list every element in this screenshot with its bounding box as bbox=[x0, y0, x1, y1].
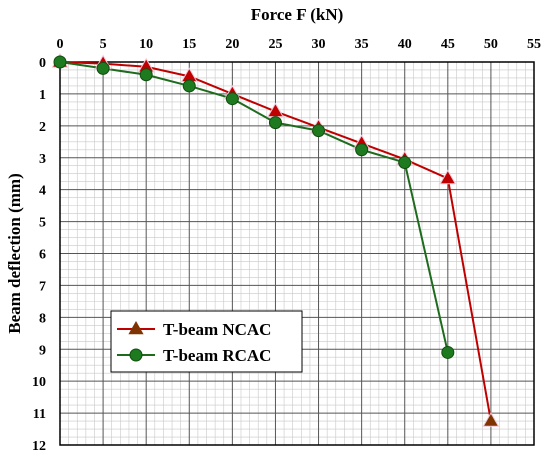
legend-marker-rcac bbox=[129, 348, 143, 362]
x-tick-label: 40 bbox=[398, 37, 412, 52]
rcac-point bbox=[268, 116, 282, 130]
y-tick-label: 11 bbox=[33, 407, 46, 422]
y-tick-label: 0 bbox=[39, 56, 46, 71]
x-axis-title: Force F (kN) bbox=[251, 5, 344, 24]
y-tick-label: 3 bbox=[39, 152, 46, 167]
rcac-point bbox=[96, 61, 110, 75]
legend-box bbox=[110, 310, 303, 373]
x-tick-label: 5 bbox=[100, 37, 107, 52]
y-tick-label: 7 bbox=[39, 279, 46, 294]
y-tick-label: 9 bbox=[39, 343, 46, 358]
ncac-point bbox=[482, 412, 500, 427]
y-tick-label: 4 bbox=[39, 184, 46, 199]
rcac-point bbox=[355, 143, 369, 157]
rcac-point bbox=[398, 156, 412, 170]
x-tick-label: 20 bbox=[225, 37, 239, 52]
y-tick-label: 1 bbox=[39, 88, 46, 103]
x-tick-label: 45 bbox=[441, 37, 455, 52]
y-tick-label: 2 bbox=[39, 120, 46, 135]
x-tick-labels: 0 5 10 15 20 25 30 35 40 45 50 55 bbox=[57, 37, 542, 52]
x-tick-label: 55 bbox=[527, 37, 541, 52]
legend-label-ncac: T-beam NCAC bbox=[163, 320, 271, 339]
x-tick-label: 0 bbox=[57, 37, 64, 52]
rcac-point bbox=[139, 68, 153, 82]
legend: T-beam NCAC T-beam RCAC bbox=[110, 310, 303, 373]
ncac-point bbox=[439, 169, 457, 185]
x-tick-label: 30 bbox=[312, 37, 326, 52]
y-tick-label: 10 bbox=[32, 375, 46, 390]
x-tick-label: 15 bbox=[182, 37, 196, 52]
series-line-rcac bbox=[59, 61, 449, 353]
y-axis-title: Beam deflection (mm) bbox=[5, 173, 24, 334]
plot-frame bbox=[59, 61, 535, 446]
rcac-point bbox=[182, 79, 196, 93]
y-tick-label: 6 bbox=[39, 248, 46, 263]
rcac-point bbox=[312, 124, 326, 138]
y-tick-label: 8 bbox=[39, 311, 46, 326]
legend-label-rcac: T-beam RCAC bbox=[163, 346, 271, 365]
series-layer bbox=[51, 52, 500, 427]
x-tick-label: 35 bbox=[355, 37, 369, 52]
y-tick-label: 12 bbox=[32, 439, 46, 454]
legend-marker-ncac bbox=[128, 321, 144, 335]
rcac-point bbox=[441, 345, 455, 359]
x-tick-label: 50 bbox=[484, 37, 498, 52]
y-tick-label: 5 bbox=[39, 216, 46, 231]
rcac-point bbox=[225, 92, 239, 106]
x-tick-label: 25 bbox=[268, 37, 282, 52]
x-tick-label: 10 bbox=[139, 37, 153, 52]
rcac-point bbox=[53, 55, 67, 69]
